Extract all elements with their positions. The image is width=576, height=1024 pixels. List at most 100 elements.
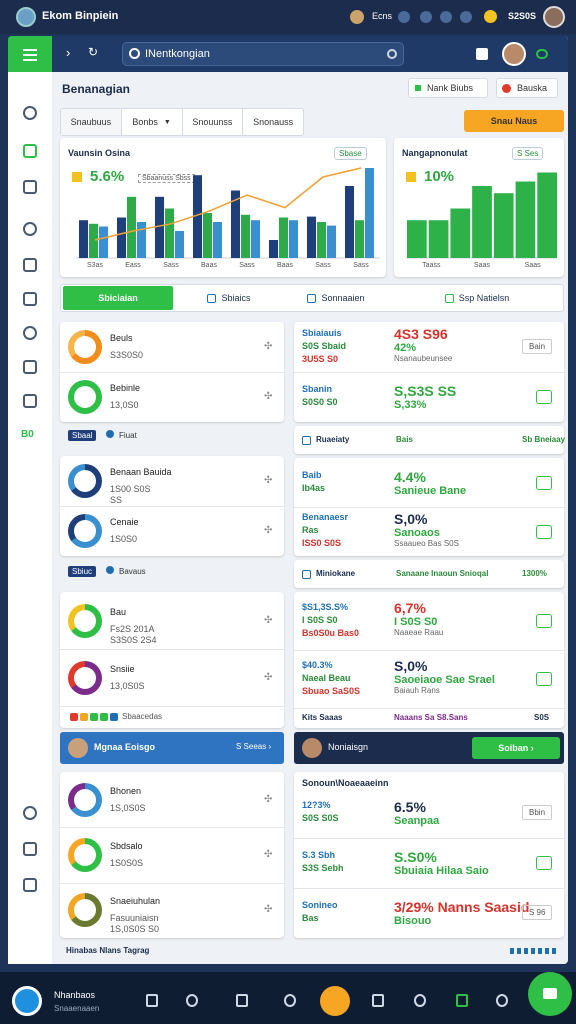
divider xyxy=(60,882,284,884)
sidebar-icon[interactable] xyxy=(23,292,37,306)
primary-button[interactable]: Snau Naus xyxy=(464,110,564,132)
tab[interactable]: Snaubuus xyxy=(61,109,121,135)
sidebar-icon[interactable] xyxy=(23,394,37,408)
menu-button[interactable] xyxy=(8,36,52,72)
bar xyxy=(213,222,222,258)
row-value: Seanpaa xyxy=(394,815,440,827)
nav-icon[interactable] xyxy=(372,994,384,1007)
nav-icon[interactable] xyxy=(496,994,508,1007)
item-name: Bebinle xyxy=(110,383,141,393)
item-icon-inner xyxy=(74,520,96,542)
sidebar-icon[interactable] xyxy=(23,842,37,856)
item-value: 1S00 S0S xyxy=(110,484,151,494)
x-label: Eass xyxy=(125,262,141,269)
avatar xyxy=(68,738,88,758)
item-name: Bau xyxy=(110,606,127,617)
row-check[interactable] xyxy=(536,856,552,870)
bar xyxy=(307,216,316,258)
bar xyxy=(193,175,202,258)
card-header: Sonoun\Noaeaaeinn xyxy=(302,778,389,788)
chart-kpi: 5.6% xyxy=(90,168,125,185)
sidebar-icon[interactable] xyxy=(23,326,37,340)
toolbar-button[interactable]: Ssp Natielsn xyxy=(393,286,561,310)
sidebar-icon[interactable] xyxy=(23,222,37,236)
tab[interactable]: Snonauss xyxy=(242,109,303,135)
nav-icon[interactable] xyxy=(146,994,158,1007)
item-value: 1S0S0 xyxy=(110,534,138,544)
toolbar-label: Sbiaics xyxy=(221,293,251,303)
app-name: Ekom Binpiein xyxy=(42,10,119,22)
nav-icon[interactable] xyxy=(236,994,248,1007)
header-text: Ruaeiaty xyxy=(316,435,350,444)
banner-link[interactable]: S Seeas › xyxy=(236,742,272,751)
sidebar-icon[interactable] xyxy=(23,180,37,194)
action-button[interactable]: Nank Biubs xyxy=(408,78,488,98)
item-icon-inner xyxy=(74,788,96,811)
toolbar-button[interactable]: Sbiciaian xyxy=(63,286,173,310)
toolbar-icon xyxy=(207,293,217,303)
status-bar xyxy=(0,0,576,34)
nav-icon[interactable] xyxy=(414,994,426,1007)
item-icon xyxy=(68,514,102,548)
item-icon xyxy=(68,603,102,638)
tab[interactable]: Snouunss xyxy=(181,109,243,135)
item-extra: S3S0S 2S4 xyxy=(110,634,157,645)
nav-icon[interactable] xyxy=(284,994,296,1007)
x-label: Baas xyxy=(277,262,293,269)
row-check[interactable] xyxy=(536,524,552,539)
row-label: Sbiaiauis xyxy=(302,327,342,338)
list-card: Bau Fs2S 201A S3S0S 2S4 ✣ Snsiie 13,0S0S ✣ Sbaa… xyxy=(60,592,284,728)
item-icon-inner xyxy=(74,470,96,492)
item-icon xyxy=(68,380,102,414)
row-value: 4.4% xyxy=(394,468,426,485)
sidebar-icon[interactable] xyxy=(23,878,37,892)
bar xyxy=(317,222,326,258)
item-icon xyxy=(68,464,102,498)
search-box[interactable]: INentkongian xyxy=(122,42,404,66)
tab[interactable]: Bonbs ▼ xyxy=(120,109,182,135)
header-icon xyxy=(536,49,548,59)
item-icon xyxy=(68,330,102,364)
row-check[interactable] xyxy=(536,672,552,686)
fab[interactable] xyxy=(528,972,572,1016)
sidebar-icon[interactable] xyxy=(23,106,37,120)
list-card: Beuls S3S0S0 ✣ Bebinle 13,0S0 ✣ xyxy=(60,322,284,422)
row-value: Sanieue Bane xyxy=(394,484,467,497)
sidebar-icon[interactable] xyxy=(23,360,37,374)
chart-badge: Sbase xyxy=(334,147,367,160)
row-label: S3S Sebh xyxy=(302,863,344,873)
sidebar-icon[interactable] xyxy=(23,144,37,158)
tab-label: Snouunss xyxy=(192,117,233,127)
nav-icon[interactable] xyxy=(456,994,468,1007)
row-tag[interactable]: Bbin xyxy=(522,805,553,820)
nav-icon: › xyxy=(66,45,71,60)
row-label: I S0S S0 xyxy=(302,614,338,625)
bar xyxy=(99,226,108,258)
banner-button[interactable]: Soiban › xyxy=(472,737,560,759)
chart-plot xyxy=(406,172,558,259)
kpi-icon xyxy=(72,172,82,182)
section-label: Bavaus xyxy=(106,566,146,576)
x-label: Baas xyxy=(201,262,217,269)
bar xyxy=(493,193,514,258)
row-tag[interactable]: Bain xyxy=(522,339,553,354)
row-tag[interactable]: S 96 xyxy=(522,905,553,920)
bar xyxy=(203,213,212,258)
item-name: Sbdsalo xyxy=(110,841,143,851)
item-extra: SS xyxy=(110,495,123,505)
sidebar-icon[interactable] xyxy=(23,258,37,272)
action-button[interactable]: Bauska xyxy=(496,78,558,98)
toolbar-button[interactable]: Sbiaics xyxy=(179,286,279,310)
nav-icon[interactable] xyxy=(186,994,198,1007)
toolbar-button[interactable]: Sonnaaien xyxy=(287,286,385,310)
status-icon xyxy=(484,10,497,23)
row-check[interactable] xyxy=(536,475,552,490)
row-check[interactable] xyxy=(536,390,552,404)
bar xyxy=(345,186,354,258)
row-check[interactable] xyxy=(536,614,552,628)
divider xyxy=(294,507,564,508)
row-label: S0S S0S xyxy=(302,813,339,823)
sidebar-icon[interactable] xyxy=(23,806,37,820)
nav-center[interactable] xyxy=(320,986,350,1016)
